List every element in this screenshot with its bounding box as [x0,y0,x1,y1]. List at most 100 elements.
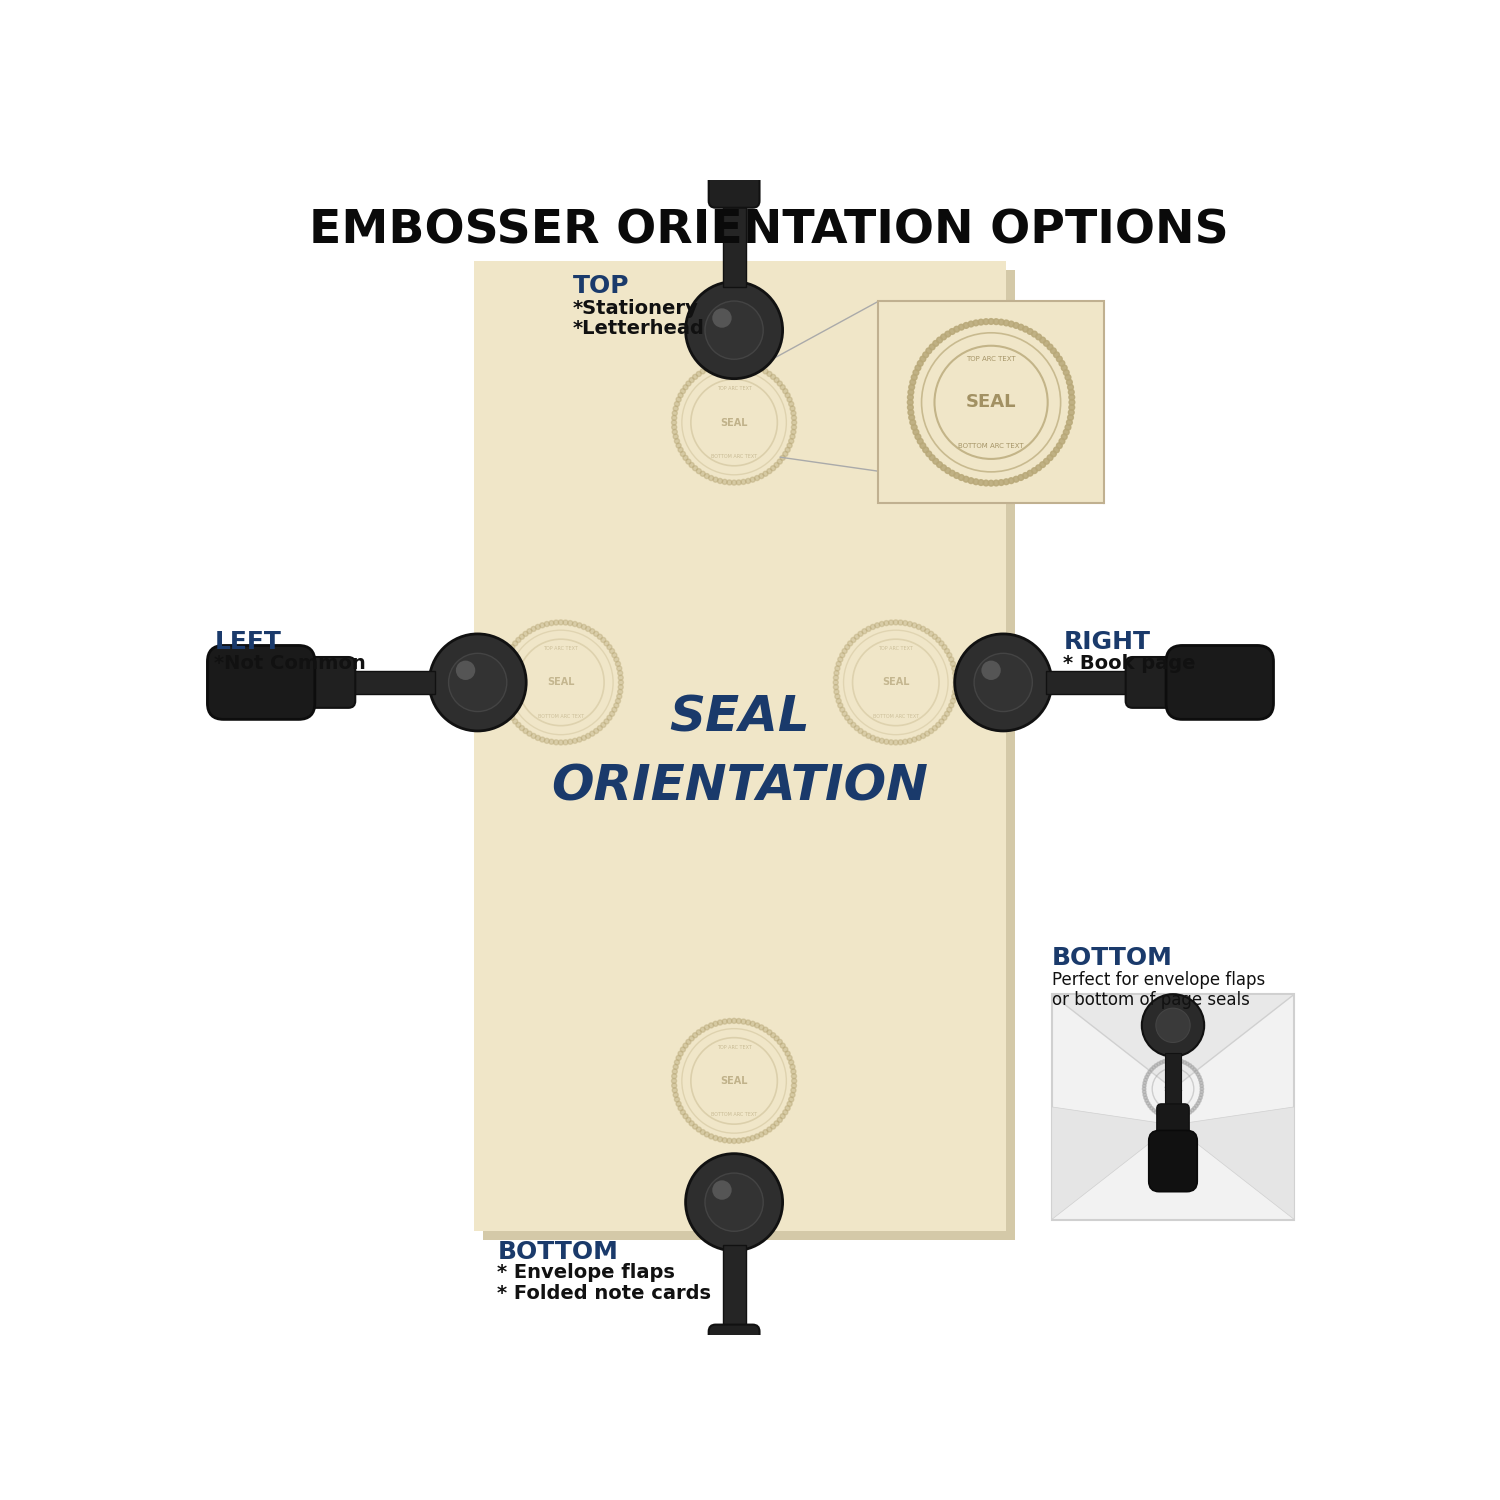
Circle shape [500,666,506,670]
Circle shape [728,480,732,484]
Circle shape [554,620,558,626]
Circle shape [874,622,880,628]
Circle shape [982,480,988,486]
Circle shape [602,723,606,728]
FancyBboxPatch shape [1156,1104,1190,1142]
FancyBboxPatch shape [698,72,771,168]
Circle shape [616,694,622,699]
Circle shape [847,640,852,646]
Circle shape [916,624,921,630]
Circle shape [844,716,850,720]
Circle shape [792,416,796,420]
Text: * Book page: * Book page [1064,654,1196,674]
Text: TOP ARC TEXT: TOP ARC TEXT [543,646,579,651]
Circle shape [693,375,698,380]
Circle shape [1200,1084,1203,1088]
Circle shape [700,471,705,477]
Circle shape [1028,328,1033,334]
Circle shape [771,1124,776,1130]
Circle shape [951,694,957,699]
Polygon shape [1052,994,1294,1089]
Circle shape [936,338,942,344]
Circle shape [1200,1088,1203,1090]
Circle shape [1194,1070,1198,1074]
Circle shape [1050,348,1056,354]
Text: BOTTOM ARC TEXT: BOTTOM ARC TEXT [711,1112,758,1118]
Circle shape [1059,438,1065,444]
Circle shape [936,462,942,468]
Circle shape [952,670,957,675]
Circle shape [924,730,930,736]
Circle shape [922,447,928,453]
Circle shape [686,1118,692,1122]
Text: BOTTOM: BOTTOM [1052,946,1173,970]
Circle shape [688,1120,694,1126]
Circle shape [914,429,920,435]
Circle shape [840,706,844,712]
Circle shape [516,723,520,728]
Circle shape [498,684,504,690]
Circle shape [678,447,682,453]
Circle shape [951,666,957,670]
Circle shape [1192,1107,1196,1110]
Circle shape [774,462,778,468]
Circle shape [974,320,980,326]
Circle shape [836,699,842,703]
Circle shape [1044,340,1050,346]
Circle shape [1155,1064,1158,1066]
Text: TOP ARC TEXT: TOP ARC TEXT [966,356,1016,362]
Circle shape [754,364,759,369]
Text: BOTTOM ARC TEXT: BOTTOM ARC TEXT [873,714,919,718]
Circle shape [712,309,732,327]
Circle shape [741,1019,746,1025]
FancyBboxPatch shape [1149,1131,1197,1191]
Circle shape [618,680,624,686]
Circle shape [1023,327,1029,332]
Circle shape [712,363,718,368]
Circle shape [954,634,1052,730]
Circle shape [1144,1076,1149,1078]
Circle shape [780,384,784,390]
Circle shape [1066,380,1072,386]
Circle shape [777,1118,783,1122]
Circle shape [1150,1107,1154,1110]
Circle shape [784,1052,790,1056]
Circle shape [705,1024,710,1030]
Circle shape [780,1042,784,1048]
Circle shape [834,675,839,681]
Circle shape [952,684,958,690]
Circle shape [597,634,603,639]
Circle shape [1146,1072,1149,1076]
Circle shape [898,740,903,746]
Circle shape [513,718,517,724]
Circle shape [780,1113,784,1119]
Circle shape [940,465,946,471]
Circle shape [712,1136,718,1140]
Circle shape [717,478,723,483]
Circle shape [614,704,620,708]
Circle shape [736,1138,741,1143]
Circle shape [764,1130,768,1134]
Circle shape [1184,1060,1186,1064]
Circle shape [1191,1108,1194,1112]
Circle shape [954,327,960,332]
Text: SEAL: SEAL [720,1076,748,1086]
Text: ORIENTATION: ORIENTATION [552,762,928,810]
Circle shape [1172,1116,1174,1119]
Circle shape [792,1074,796,1078]
Circle shape [700,369,705,374]
Circle shape [590,628,596,634]
Circle shape [771,375,776,380]
Circle shape [789,438,794,444]
Text: SEAL: SEAL [882,678,909,687]
Circle shape [879,621,885,627]
Circle shape [771,1032,776,1038]
Circle shape [834,670,839,675]
Circle shape [790,406,795,411]
Circle shape [766,1030,772,1035]
Circle shape [870,624,876,630]
Circle shape [945,711,950,717]
Circle shape [974,654,1032,711]
Circle shape [506,652,510,657]
Circle shape [912,736,916,742]
